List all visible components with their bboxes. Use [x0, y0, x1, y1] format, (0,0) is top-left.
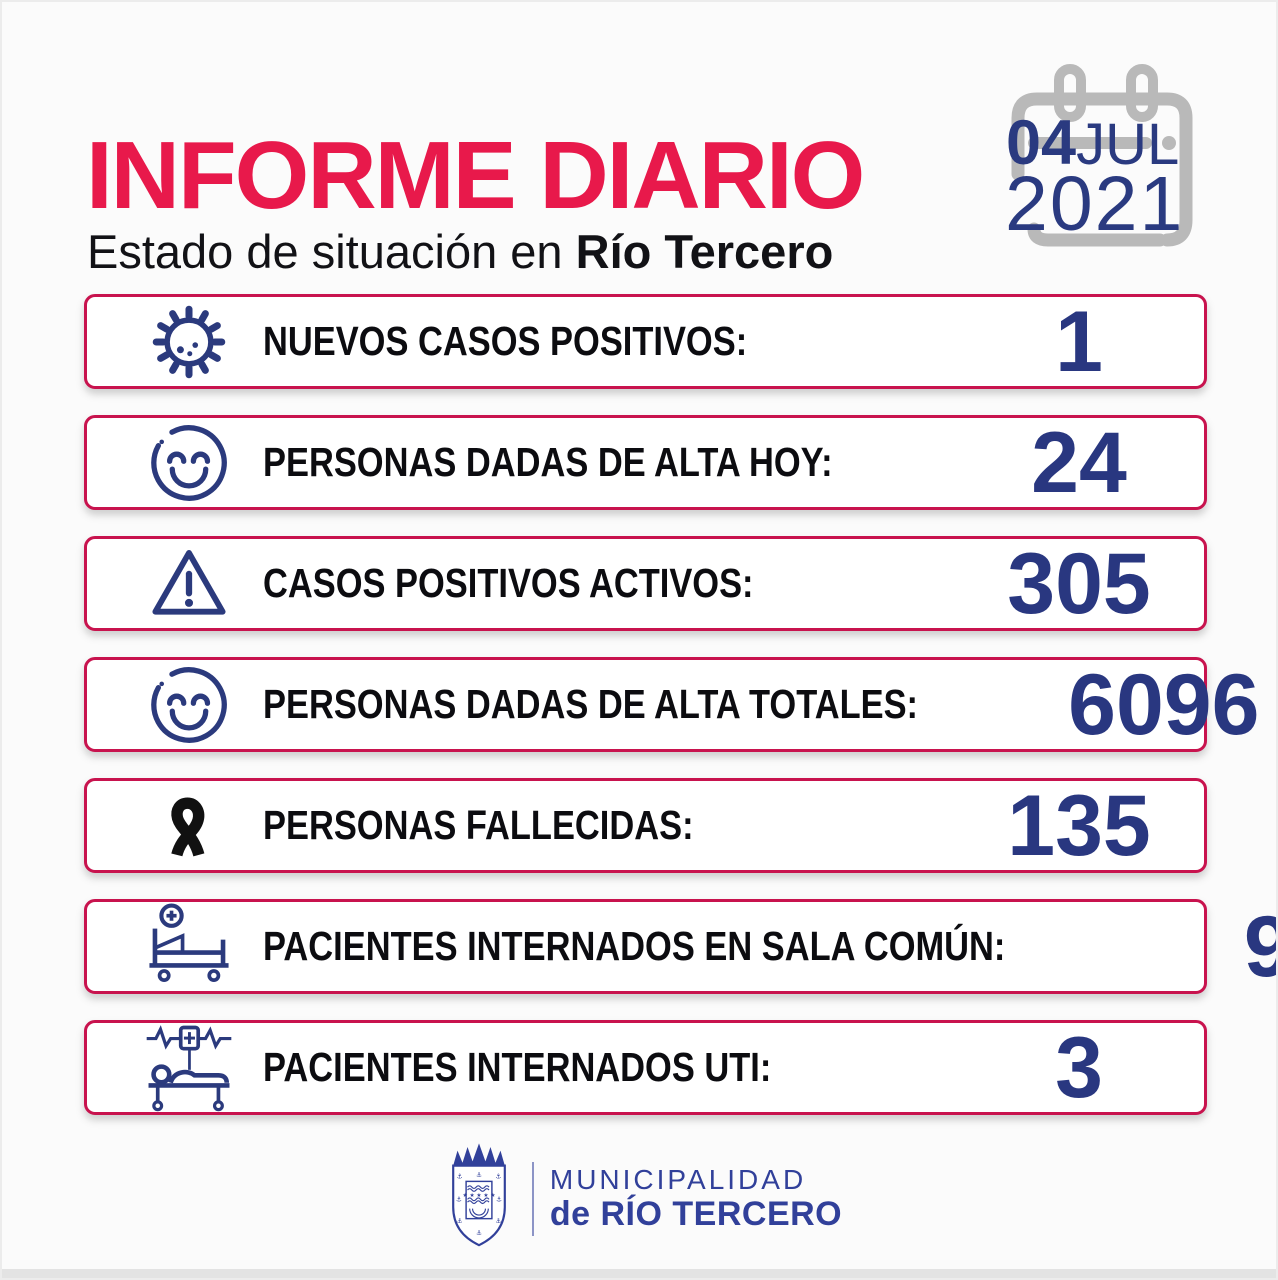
stat-label: PERSONAS DADAS DE ALTA TOTALES:	[263, 681, 919, 727]
org-line2: de RÍO TERCERO	[549, 1195, 843, 1234]
svg-text:★ ★ ★ ★ ★: ★ ★ ★ ★ ★	[462, 1192, 495, 1199]
footer-org-name: MUNICIPALIDAD de RÍO TERCERO	[550, 1165, 842, 1233]
mourning-ribbon-icon	[141, 788, 237, 864]
subtitle-city: Río Tercero	[575, 225, 834, 278]
footer: ★ ★ ★ ★ ★ ⚓ ⚓ ⚓ ⚓ ⚓ ⚓ ⚓ ⚓ MUNICIPALIDAD de R…	[2, 1124, 1276, 1266]
calendar-day-month: 04JUL	[1006, 112, 1179, 175]
smiley-face-icon	[141, 661, 237, 749]
page-title: INFORME DIARIO	[86, 122, 865, 229]
stat-card-casos-activos: CASOS POSITIVOS ACTIVOS: 305	[84, 536, 1207, 631]
svg-text:⚓: ⚓	[457, 1173, 463, 1181]
stat-value: 135	[1007, 777, 1151, 874]
stat-label: NUEVOS CASOS POSITIVOS:	[263, 318, 748, 364]
stat-card-sala-comun: PACIENTES INTERNADOS EN SALA COMÚN: 9	[84, 899, 1276, 994]
calendar-year: 2021	[1005, 161, 1185, 247]
stat-label: CASOS POSITIVOS ACTIVOS:	[263, 560, 754, 606]
stat-card-altas-hoy: PERSONAS DADAS DE ALTA HOY: 24	[84, 415, 1207, 510]
svg-text:⚓: ⚓	[456, 1195, 462, 1203]
stat-label: PERSONAS FALLECIDAS:	[263, 802, 694, 848]
calendar-icon	[1011, 64, 1193, 247]
calendar-month: JUL	[1076, 112, 1180, 177]
stat-value: 6096	[1068, 656, 1260, 753]
stat-value: 1	[1055, 293, 1103, 390]
stats-list: NUEVOS CASOS POSITIVOS: 1 PERSONAS DADAS…	[84, 294, 1276, 1141]
org-line1: MUNICIPALIDAD	[549, 1163, 807, 1195]
svg-text:⚓: ⚓	[495, 1217, 501, 1225]
hospital-bed-icon	[141, 901, 237, 993]
municipal-crest-icon: ★ ★ ★ ★ ★ ⚓ ⚓ ⚓ ⚓ ⚓ ⚓ ⚓ ⚓	[452, 1143, 506, 1247]
svg-text:⚓: ⚓	[496, 1195, 502, 1203]
smiley-face-icon	[141, 419, 237, 507]
svg-text:⚓: ⚓	[476, 1171, 482, 1179]
calendar-date-badge: 04JUL 2021	[974, 32, 1210, 276]
stat-card-altas-totales: PERSONAS DADAS DE ALTA TOTALES: 6096	[84, 657, 1259, 752]
stat-value: 9	[1147, 904, 1276, 990]
svg-text:⚓: ⚓	[476, 1229, 482, 1237]
icu-bed-icon	[141, 1022, 237, 1114]
page-subtitle: Estado de situación en Río Tercero	[87, 226, 833, 278]
svg-text:⚓: ⚓	[457, 1217, 463, 1225]
stat-card-uti: PACIENTES INTERNADOS UTI: 3	[84, 1020, 1207, 1115]
stat-card-nuevos-casos: NUEVOS CASOS POSITIVOS: 1	[84, 294, 1207, 389]
stat-label: PERSONAS DADAS DE ALTA HOY:	[263, 439, 833, 485]
calendar-day: 04	[1006, 108, 1077, 178]
subtitle-prefix: Estado de situación en	[87, 225, 563, 278]
virus-icon	[141, 303, 237, 381]
stat-card-fallecidas: PERSONAS FALLECIDAS: 135	[84, 778, 1207, 873]
svg-text:⚓: ⚓	[495, 1173, 501, 1181]
calendar-dot	[1162, 136, 1176, 150]
stat-label: PACIENTES INTERNADOS EN SALA COMÚN:	[263, 923, 1006, 969]
stat-value: 3	[1055, 1019, 1103, 1116]
footer-divider	[531, 1162, 534, 1236]
stat-value: 305	[1007, 535, 1151, 632]
stat-value: 24	[1031, 414, 1127, 511]
warning-triangle-icon	[141, 542, 237, 626]
stat-label: PACIENTES INTERNADOS UTI:	[263, 1044, 772, 1090]
